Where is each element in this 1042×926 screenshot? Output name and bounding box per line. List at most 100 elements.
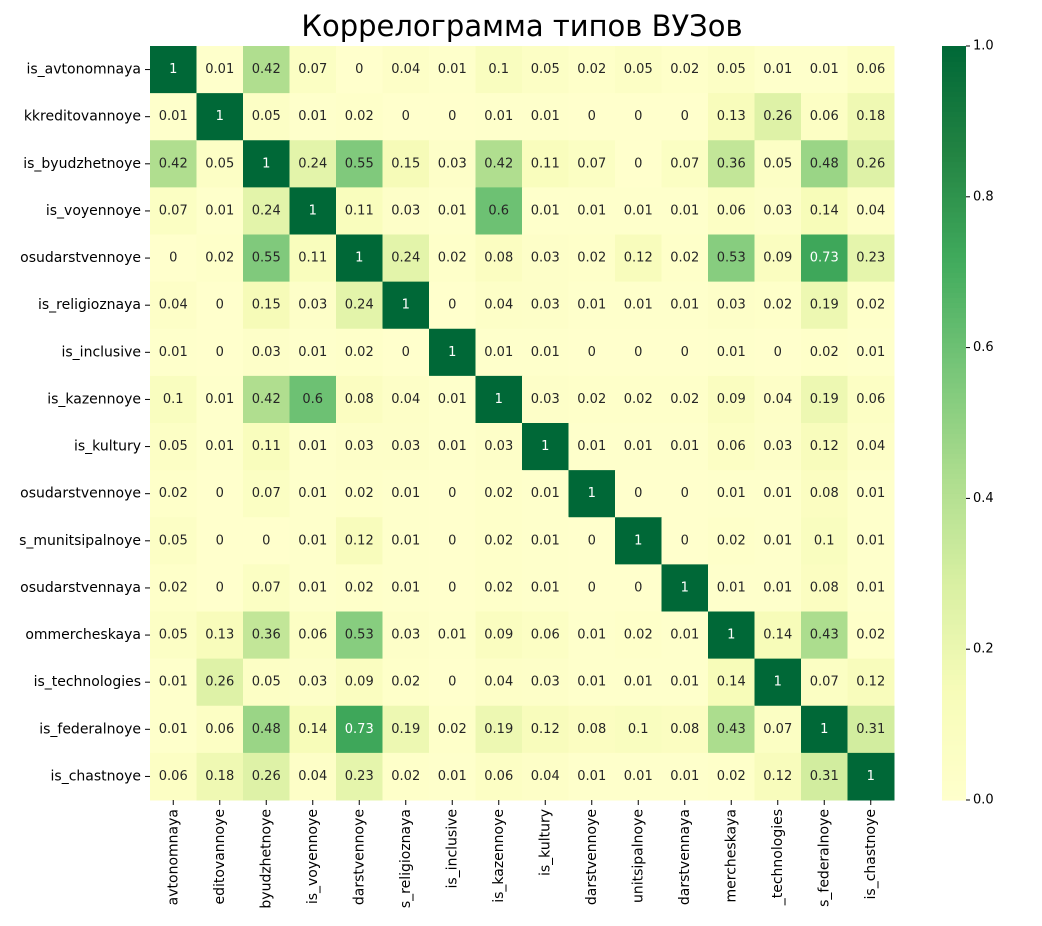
- heatmap-cell: [289, 611, 337, 660]
- cell-label: 0.02: [670, 62, 699, 77]
- cell-label: 0.07: [159, 203, 188, 218]
- heatmap-cell: [615, 281, 662, 330]
- colorbar-segment: [942, 518, 966, 525]
- cell-label: 0.01: [624, 203, 653, 218]
- colorbar-segment: [942, 779, 966, 786]
- heatmap-cell: [847, 611, 895, 660]
- colorbar-segment: [942, 397, 966, 404]
- cell-label: 0.42: [252, 392, 281, 407]
- cell-label: 0.01: [391, 533, 420, 548]
- cell-label: 0.03: [717, 298, 746, 313]
- colorbar-segment: [942, 794, 966, 801]
- cell-label: 0.18: [856, 109, 885, 124]
- colorbar-segment: [942, 342, 966, 349]
- x-tick-label: darstvennaya: [677, 809, 693, 905]
- cell-label: 0.55: [252, 251, 281, 266]
- heatmap-cell: [429, 423, 476, 471]
- heatmap-cell: [150, 611, 197, 660]
- cell-label: 0.26: [856, 156, 885, 171]
- colorbar-segment: [942, 161, 966, 168]
- heatmap-cell: [196, 611, 244, 660]
- heatmap-cell: [289, 375, 337, 424]
- heatmap-cell: [475, 658, 523, 707]
- heatmap-cell: [661, 328, 709, 377]
- cell-label: 0.02: [159, 486, 188, 501]
- cell-label: 0: [681, 533, 689, 548]
- x-tick-label: s_federalnoye: [816, 809, 832, 907]
- y-tick-label: is_technologies: [34, 674, 141, 690]
- cell-label: 0.03: [763, 439, 792, 454]
- cell-label: 0.07: [252, 486, 281, 501]
- heatmap-cell: [475, 234, 523, 283]
- heatmap-cell: [336, 187, 383, 235]
- heatmap-cell: [196, 281, 244, 330]
- cell-label: 1: [634, 533, 642, 548]
- cell-label: 0.36: [717, 156, 746, 171]
- cell-label: 0.01: [624, 298, 653, 313]
- heatmap-cell: [661, 281, 709, 330]
- cell-label: 1: [681, 580, 689, 595]
- heatmap-cell: [150, 423, 197, 471]
- colorbar-segment: [942, 156, 966, 163]
- heatmap-cell: [429, 517, 476, 565]
- cell-label: 0.01: [391, 580, 420, 595]
- cell-label: 1: [495, 392, 503, 407]
- cell-label: 0.01: [391, 486, 420, 501]
- colorbar-segment: [942, 292, 966, 298]
- heatmap-cell: [475, 423, 523, 471]
- heatmap-cell: [522, 93, 569, 141]
- heatmap-cell: [475, 705, 523, 754]
- heatmap-cell: [475, 140, 523, 188]
- colorbar-segment: [942, 568, 966, 575]
- heatmap-cell: [708, 187, 755, 235]
- cell-label: 0: [448, 533, 456, 548]
- cell-label: 0.02: [624, 392, 653, 407]
- heatmap-cell: [475, 281, 523, 330]
- cell-label: 0.23: [856, 251, 885, 266]
- colorbar-tick-label: 0.2: [973, 642, 994, 657]
- colorbar-segment: [942, 76, 966, 82]
- cell-label: 0.02: [810, 345, 839, 360]
- y-tick-label: is_voyennoye: [46, 203, 141, 219]
- colorbar-segment: [942, 372, 966, 379]
- colorbar-segment: [942, 679, 966, 685]
- cell-label: 0.01: [810, 62, 839, 77]
- cell-label: 0.02: [577, 392, 606, 407]
- cell-label: 0.06: [298, 628, 327, 643]
- heatmap-cell: [847, 46, 895, 94]
- cell-label: 0.04: [391, 62, 420, 77]
- heatmap-cell: [661, 375, 709, 424]
- heatmap-cell: [429, 375, 476, 424]
- heatmap-cell: [289, 46, 337, 94]
- heatmap-cell: [801, 187, 848, 235]
- cell-label: 0.02: [670, 392, 699, 407]
- cell-label: 0: [169, 251, 177, 266]
- heatmap-cell: [243, 611, 290, 660]
- heatmap-cell: [382, 423, 430, 471]
- cell-label: 0.02: [763, 298, 792, 313]
- cell-label: 0: [588, 533, 596, 548]
- colorbar-tick-label: 1.0: [973, 39, 994, 54]
- x-tick-label: s_religioznaya: [398, 809, 414, 908]
- cell-label: 1: [541, 439, 549, 454]
- heatmap-cell: [661, 423, 709, 471]
- cell-label: 0.07: [670, 156, 699, 171]
- heatmap-cell: [568, 140, 616, 188]
- cell-label: 0.05: [252, 675, 281, 690]
- colorbar-segment: [942, 774, 966, 781]
- cell-label: 0.01: [205, 392, 234, 407]
- cell-label: 0.02: [438, 251, 467, 266]
- cell-label: 1: [262, 156, 270, 171]
- cell-label: 0: [588, 109, 596, 124]
- heatmap-cell: [475, 517, 523, 565]
- cell-label: 0.01: [670, 203, 699, 218]
- colorbar-segment: [942, 327, 966, 334]
- x-tick-label: avtonomnaya: [165, 809, 181, 905]
- heatmap-cell: [754, 46, 802, 94]
- y-tick-label: is_religioznaya: [38, 297, 141, 313]
- heatmap-cell: [661, 658, 709, 707]
- colorbar-segment: [942, 287, 966, 293]
- cell-label: 0.02: [670, 251, 699, 266]
- colorbar-segment: [942, 56, 966, 62]
